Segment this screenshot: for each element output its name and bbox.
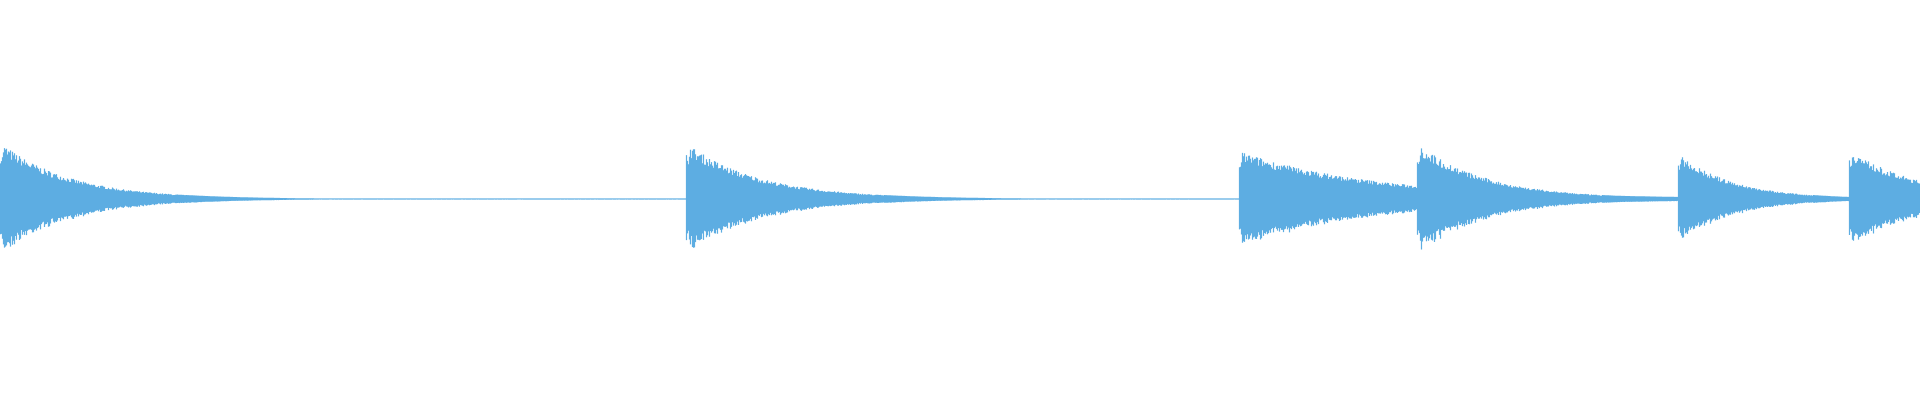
waveform [0, 148, 1920, 250]
